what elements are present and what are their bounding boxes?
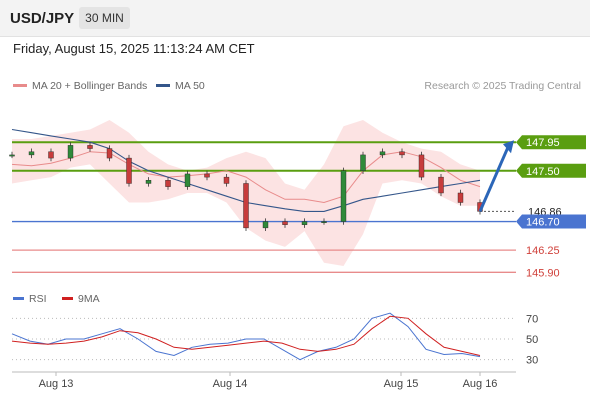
- candle-body-23: [457, 192, 464, 203]
- timeframe-button[interactable]: 30 MIN: [79, 7, 130, 29]
- price-series: [9, 128, 514, 232]
- candle-body-16: [321, 221, 327, 223]
- symbol-title: USD/JPY: [10, 10, 75, 27]
- candle-body-20: [399, 151, 405, 156]
- legend-ma20-swatch: [13, 83, 27, 87]
- level-tag-146.70: [516, 214, 586, 229]
- candle-body-10: [204, 173, 210, 178]
- candle-body-12: [243, 183, 249, 229]
- candle-body-19: [379, 151, 386, 156]
- x-tick-label-1: Aug 14: [213, 378, 248, 390]
- candle-body-14: [282, 221, 288, 225]
- x-tick-label-0: Aug 13: [39, 378, 74, 390]
- rsi-line: [11, 312, 481, 361]
- level-tag-147.95: [516, 135, 586, 150]
- candle-body-6: [126, 157, 132, 184]
- level-label-145.90: 145.90: [526, 267, 560, 279]
- candle-body-17: [340, 170, 347, 222]
- candle-body-15: [301, 221, 308, 225]
- level-label-146.70: 146.70: [526, 217, 560, 229]
- legend-rsi: RSI: [13, 293, 47, 305]
- level-tag-147.50: [516, 163, 586, 178]
- candle-body-8: [165, 180, 171, 187]
- x-axis: Aug 13 Aug 14 Aug 15 Aug 16: [12, 371, 516, 390]
- x-tick-label-2: Aug 15: [384, 378, 419, 390]
- forecast-arrow-head: [503, 140, 514, 154]
- chart-datetime: Friday, August 15, 2025 11:13:24 AM CET: [13, 41, 255, 56]
- candle-body-5: [106, 148, 113, 159]
- candle-body-11: [223, 176, 230, 184]
- rsi-tick-50: 50: [526, 334, 538, 346]
- candle-body-18: [360, 154, 366, 171]
- legend-9ma: 9MA: [62, 293, 100, 305]
- rsi-9ma-line: [11, 315, 481, 356]
- candle-body-1: [28, 151, 35, 156]
- forecast-arrow-shaft: [478, 146, 510, 212]
- level-label-147.50: 147.50: [526, 166, 560, 178]
- candle-body-3: [67, 145, 74, 159]
- candle-body-2: [48, 151, 54, 159]
- candle-body-9: [184, 173, 191, 187]
- legend-ma20: MA 20 + Bollinger Bands: [13, 80, 147, 92]
- credit-text: Research © 2025 Trading Central: [424, 80, 581, 92]
- legend-ma50-label: MA 50: [175, 80, 205, 92]
- candle-body-13: [262, 221, 269, 229]
- candle-body-22: [438, 176, 444, 194]
- candle-body-7: [145, 180, 152, 184]
- level-label-146.25: 146.25: [526, 245, 560, 257]
- legend-ma50-swatch: [156, 83, 170, 87]
- legend-ma20-label: MA 20 + Bollinger Bands: [32, 80, 148, 92]
- chart-header-bar: USD/JPY 30 MIN: [0, 0, 590, 37]
- candle-body-0: [9, 154, 15, 157]
- legend-rsi-swatch: [13, 296, 24, 300]
- legend-9ma-swatch: [62, 296, 73, 300]
- rsi-tick-70: 70: [526, 313, 538, 325]
- candle-body-4: [87, 145, 93, 149]
- legend-9ma-label: 9MA: [78, 293, 100, 305]
- legend-ma50: MA 50: [156, 80, 205, 92]
- legend-rsi-label: RSI: [29, 293, 47, 305]
- x-tick-label-3: Aug 16: [463, 378, 498, 390]
- candle-body-21: [418, 154, 425, 178]
- rsi-tick-30: 30: [526, 355, 538, 367]
- rsi-panel: 70 50 30: [11, 312, 538, 367]
- level-label-147.95: 147.95: [526, 137, 560, 149]
